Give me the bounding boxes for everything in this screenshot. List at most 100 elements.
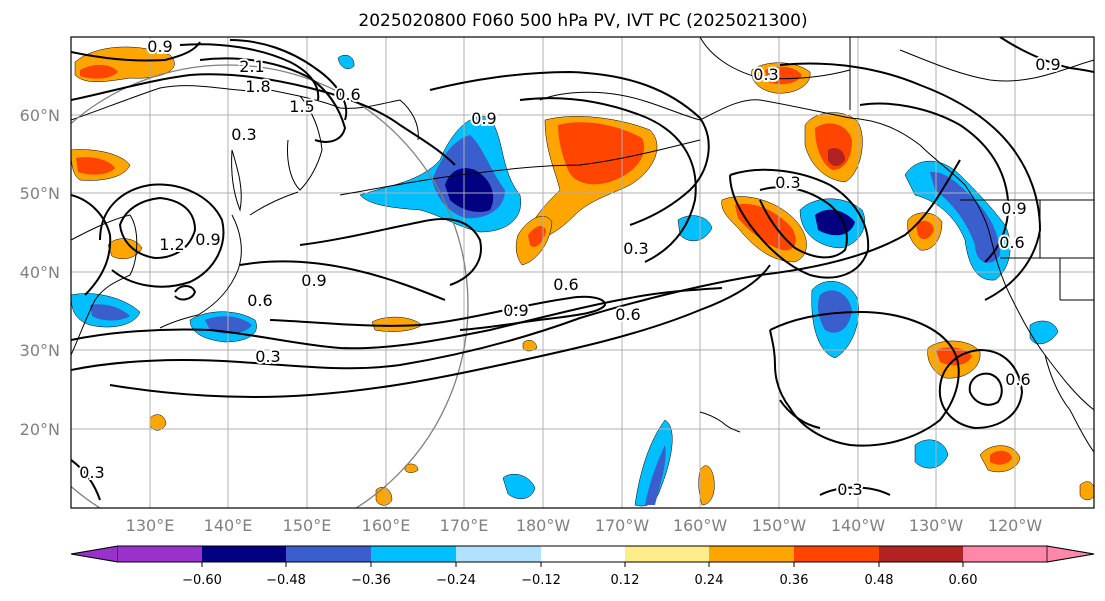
colorbar-bin: [118, 546, 202, 562]
contour-west-rim: [71, 194, 112, 296]
projection-circle: [71, 64, 469, 508]
contour-label: 0.9: [471, 109, 496, 128]
pos-blob-south-east-core: [990, 450, 1012, 465]
contour-labels: 0.9 2.1 1.8 1.5 0.6 0.3 1.2 0.9 0.9 0.6 …: [77, 37, 1062, 501]
pos-blob-alaska-core: [765, 66, 802, 85]
colorbar-tick-label: −0.48: [266, 573, 306, 588]
lat-label: 60°N: [20, 106, 60, 125]
colorbar: −0.60 −0.48 −0.36 −0.24 −0.12 0.12 0.24 …: [70, 545, 1095, 588]
colorbar-over-arrow: [1046, 545, 1095, 563]
contour-label: 0.6: [247, 291, 272, 310]
coast-alaska-north: [699, 37, 851, 80]
pos-blob-bc-max: [828, 148, 845, 166]
map-frame: [70, 36, 1095, 509]
pos-blob-okhotsk-core: [76, 157, 115, 175]
colorbar-bin: [286, 546, 371, 562]
colorbar-tick-label: −0.24: [436, 573, 476, 588]
coast-russia: [71, 85, 419, 141]
colorbar-bin: [794, 546, 879, 562]
contour-sw-low: [71, 159, 961, 371]
lon-label: 160°W: [673, 516, 728, 535]
contour-label: 0.3: [79, 463, 104, 482]
lon-labels: 130°E 140°E 150°E 160°E 170°E 180°W 170°…: [126, 516, 1043, 535]
contour-label: 0.9: [195, 230, 220, 249]
contour-label: 0.9: [147, 37, 172, 56]
graticule: [71, 37, 1094, 508]
contour-baja-low: [968, 372, 1003, 406]
neg-blob-alaska: [337, 55, 355, 69]
contour-label: 0.6: [553, 275, 578, 294]
coast-sakhalin: [231, 149, 242, 212]
contour-jet-1: [71, 287, 723, 350]
contour-label: 0.6: [335, 85, 360, 104]
contour-label: 0.9: [1001, 199, 1026, 218]
pos-blob-hawaii: [698, 465, 715, 506]
contour-east-outer: [779, 62, 1041, 301]
colorbar-bin: [963, 546, 1047, 562]
pos-blob-bering-core: [558, 122, 645, 185]
colorbar-tick-label: 0.48: [865, 573, 894, 588]
contour-label: 1.5: [289, 97, 314, 116]
pos-blob-small5: [404, 463, 419, 473]
coast-alaska: [539, 91, 921, 146]
coast-kurils: [249, 191, 299, 216]
contour-south-trough: [769, 311, 960, 447]
neg-blob-south1: [502, 473, 536, 500]
pos-blob-bering-tail-core: [528, 225, 546, 247]
pos-blob-korea: [107, 238, 143, 259]
contour-north-3: [229, 39, 348, 121]
coast-baja: [1044, 354, 1094, 453]
colorbar-bin: [456, 546, 541, 562]
contour-alaska-north: [999, 37, 1094, 73]
contour-japan-low: [174, 285, 196, 301]
lon-label: 140°W: [831, 516, 886, 535]
contour-pacific-south: [779, 399, 821, 429]
lon-label: 120°W: [988, 516, 1043, 535]
colorbar-bin: [202, 546, 286, 562]
map-title: 2025020800 F060 500 hPa PV, IVT PC (2025…: [358, 11, 807, 31]
contour-label: 0.9: [301, 271, 326, 290]
contour-far-south: [819, 486, 891, 496]
contour-label: 0.9: [1035, 55, 1060, 74]
contour-nw-siberia: [71, 41, 201, 62]
contour-label: 0.6: [615, 305, 640, 324]
contour-mid-2: [239, 260, 446, 301]
coast-westcoast-usa: [989, 234, 1094, 411]
pv-contours: [71, 37, 1094, 501]
contour-label: 0.3: [775, 173, 800, 192]
colorbar-bin: [625, 546, 709, 562]
neg-blob-china-mid: [90, 304, 130, 321]
contour-label: 1.2: [159, 235, 184, 254]
lon-label: 170°W: [595, 516, 650, 535]
contour-east-2: [859, 102, 1010, 263]
neg-blob-central-mid: [817, 290, 852, 333]
contour-east-ridge: [519, 97, 697, 263]
pos-blob-siberia-core: [80, 64, 118, 79]
neg-blob-south2: [914, 439, 949, 469]
contour-label: 0.3: [623, 239, 648, 258]
contour-baja-outer: [938, 349, 1023, 429]
lon-label: 140°E: [204, 516, 253, 535]
pos-blob-small3: [1079, 481, 1094, 501]
contour-label: 0.3: [753, 65, 778, 84]
contour-gulf-inner: [759, 186, 848, 259]
contour-label: 0.9: [503, 301, 528, 320]
lon-label: 180°W: [516, 516, 571, 535]
contour-okhotsk-outer: [99, 183, 225, 288]
lon-label: 170°E: [440, 516, 489, 535]
contour-label: 0.3: [231, 125, 256, 144]
lat-label: 50°N: [20, 184, 60, 203]
coast-hawaii: [699, 411, 741, 433]
lon-label: 130°W: [909, 516, 964, 535]
coast-korea-china: [71, 214, 138, 356]
colorbar-bin: [879, 546, 963, 562]
colorbar-outline: [70, 545, 1095, 563]
colorbar-tick-label: 0.24: [695, 573, 724, 588]
contour-north-2: [179, 43, 320, 101]
lat-label: 40°N: [20, 263, 60, 282]
lon-label: 150°E: [283, 516, 332, 535]
colorbar-tick-labels: −0.60 −0.48 −0.36 −0.24 −0.12 0.12 0.24 …: [182, 573, 977, 588]
contour-label: 1.8: [245, 77, 270, 96]
colorbar-ticks: [201, 562, 964, 567]
